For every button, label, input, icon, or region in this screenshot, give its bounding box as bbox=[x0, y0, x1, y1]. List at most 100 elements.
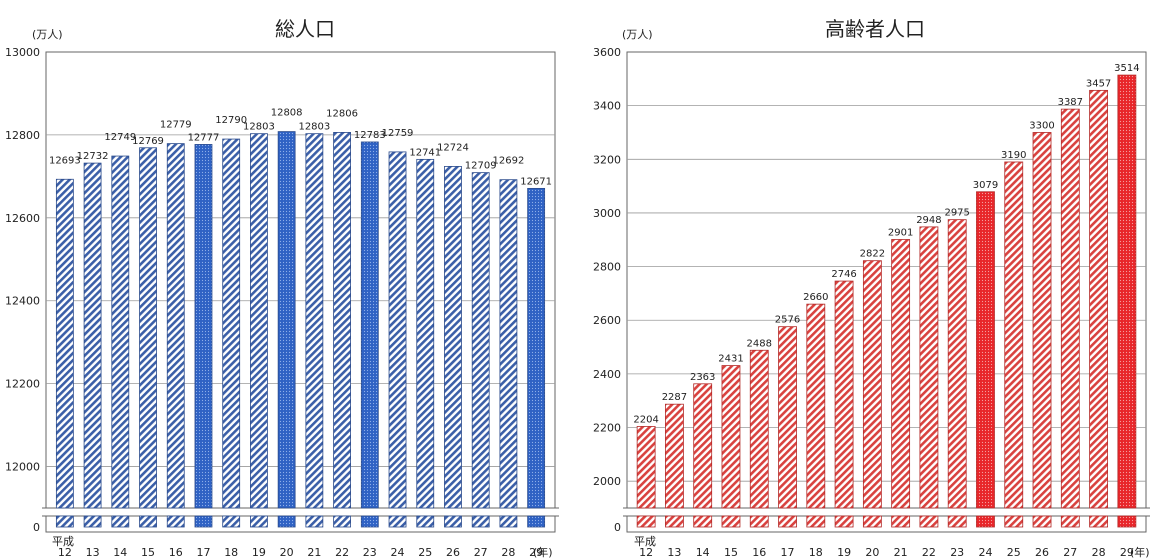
data-label: 12732 bbox=[77, 151, 109, 162]
bar bbox=[1117, 74, 1137, 509]
era-label: 平成 bbox=[634, 535, 656, 548]
bar-stub bbox=[444, 515, 462, 528]
bar-stub bbox=[83, 515, 102, 528]
bar bbox=[1032, 132, 1052, 509]
bar-stub bbox=[250, 515, 268, 528]
bar-stub bbox=[333, 515, 351, 528]
bar-stub bbox=[388, 515, 407, 528]
bar-stub bbox=[416, 515, 435, 528]
chart-title: 総人口 bbox=[275, 17, 335, 41]
y-tick-label: 2800 bbox=[593, 261, 621, 274]
year-suffix: (年) bbox=[533, 545, 553, 559]
axis-break bbox=[44, 508, 557, 516]
bar bbox=[194, 144, 213, 509]
bar bbox=[778, 326, 797, 509]
x-tick-label: 21 bbox=[307, 546, 321, 559]
data-label: 2975 bbox=[944, 208, 969, 219]
bar bbox=[111, 155, 130, 509]
x-tick-label: 27 bbox=[1063, 546, 1077, 559]
x-tick-label: 13 bbox=[86, 546, 100, 559]
bar bbox=[166, 143, 185, 509]
bar-stub bbox=[693, 515, 713, 528]
x-tick-label: 19 bbox=[837, 546, 851, 559]
bar-stub bbox=[834, 515, 854, 528]
plot-area: 0 12000 12200 12400 12600 12800 13000 12693 12 12… bbox=[5, 46, 559, 559]
x-tick-label: 22 bbox=[922, 546, 936, 559]
bar bbox=[83, 162, 102, 509]
x-tick-label: 28 bbox=[501, 546, 515, 559]
data-label: 2576 bbox=[775, 315, 800, 326]
data-label: 12808 bbox=[271, 108, 303, 119]
bar-stub bbox=[862, 515, 882, 528]
bar bbox=[444, 166, 462, 509]
bar bbox=[222, 138, 241, 509]
data-label: 2488 bbox=[747, 338, 772, 349]
unit-label: (万人) bbox=[622, 28, 653, 41]
data-label: 2363 bbox=[690, 372, 715, 383]
plot-frame bbox=[45, 51, 556, 533]
bar bbox=[388, 151, 407, 509]
data-label: 12759 bbox=[382, 128, 414, 139]
bar-stub bbox=[636, 515, 656, 528]
data-label: 12769 bbox=[132, 136, 164, 147]
data-label: 2287 bbox=[662, 392, 687, 403]
bar bbox=[360, 141, 379, 509]
data-label: 12803 bbox=[298, 122, 330, 133]
x-tick-label: 25 bbox=[418, 546, 432, 559]
bar-stub bbox=[499, 515, 518, 528]
data-label: 12790 bbox=[215, 115, 247, 126]
y-tick-label: 12600 bbox=[5, 212, 40, 225]
x-tick-label: 20 bbox=[280, 546, 294, 559]
data-label: 12783 bbox=[354, 130, 386, 141]
y-tick-label: 3600 bbox=[593, 46, 621, 59]
x-tick-label: 16 bbox=[169, 546, 183, 559]
data-label: 2822 bbox=[860, 249, 885, 260]
bar-stub bbox=[222, 515, 241, 528]
data-label: 3457 bbox=[1086, 78, 1111, 89]
bar bbox=[1060, 108, 1080, 509]
bar-stub bbox=[947, 515, 967, 528]
bar bbox=[471, 172, 490, 509]
bar bbox=[139, 147, 157, 509]
x-tick-label: 23 bbox=[363, 546, 377, 559]
bar-stub bbox=[1060, 515, 1080, 528]
data-label: 2660 bbox=[803, 292, 828, 303]
x-tick-label: 19 bbox=[252, 546, 266, 559]
y-tick-label: 12200 bbox=[5, 378, 40, 391]
y-tick-label: 2400 bbox=[593, 368, 621, 381]
bar bbox=[333, 132, 351, 509]
chart-elderly-population: 高齢者人口 (万人) 0 2000 2200 2400 2600 2800 3000 3200… bbox=[593, 17, 1150, 559]
bar-stub bbox=[1117, 515, 1137, 528]
bar-stub bbox=[1004, 515, 1024, 528]
bar-stub bbox=[891, 515, 911, 528]
y-tick-label: 3400 bbox=[593, 100, 621, 113]
bar-stub bbox=[139, 515, 157, 528]
x-tick-label: 18 bbox=[809, 546, 823, 559]
bar-stub bbox=[277, 515, 296, 528]
bar bbox=[527, 187, 546, 509]
plot-area: 0 2000 2200 2400 2600 2800 3000 3200 3400 3600 220… bbox=[593, 46, 1150, 559]
data-label: 2204 bbox=[633, 414, 658, 425]
bar bbox=[919, 226, 939, 509]
data-label: 12693 bbox=[49, 155, 81, 166]
data-label: 12803 bbox=[243, 122, 275, 133]
data-label: 12692 bbox=[493, 156, 525, 167]
bar bbox=[693, 383, 713, 509]
x-tick-label: 17 bbox=[196, 546, 210, 559]
bar-stub bbox=[721, 515, 741, 528]
x-tick-label: 13 bbox=[667, 546, 681, 559]
data-label: 3387 bbox=[1058, 97, 1083, 108]
data-label: 2431 bbox=[718, 354, 743, 365]
x-tick-label: 22 bbox=[335, 546, 349, 559]
x-tick-label: 16 bbox=[752, 546, 766, 559]
bar-stub bbox=[527, 515, 546, 528]
bar-stub bbox=[976, 515, 995, 528]
x-tick-label: 26 bbox=[1035, 546, 1049, 559]
y-tick-label: 12800 bbox=[5, 129, 40, 142]
bar bbox=[749, 349, 769, 509]
x-tick-label: 29 bbox=[529, 546, 543, 559]
data-label: 3514 bbox=[1114, 63, 1139, 74]
y-tick-label: 3200 bbox=[593, 153, 621, 166]
data-label: 12777 bbox=[188, 132, 220, 143]
era-label: 平成 bbox=[52, 535, 74, 548]
